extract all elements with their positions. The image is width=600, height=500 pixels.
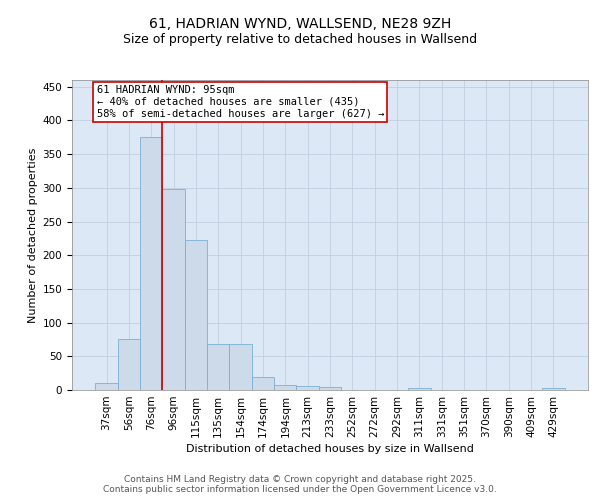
Bar: [207, 344, 229, 390]
Bar: [163, 189, 185, 390]
Bar: [95, 382, 118, 390]
Text: Size of property relative to detached houses in Wallsend: Size of property relative to detached ho…: [123, 32, 477, 46]
Bar: [252, 377, 274, 390]
Bar: [296, 386, 319, 390]
Text: 61, HADRIAN WYND, WALLSEND, NE28 9ZH: 61, HADRIAN WYND, WALLSEND, NE28 9ZH: [149, 18, 451, 32]
Bar: [140, 138, 163, 390]
Bar: [408, 388, 431, 390]
Bar: [319, 386, 341, 390]
Bar: [118, 340, 140, 390]
Bar: [229, 344, 252, 390]
Bar: [274, 386, 296, 390]
Bar: [542, 388, 565, 390]
X-axis label: Distribution of detached houses by size in Wallsend: Distribution of detached houses by size …: [186, 444, 474, 454]
Y-axis label: Number of detached properties: Number of detached properties: [28, 148, 38, 322]
Text: Contains HM Land Registry data © Crown copyright and database right 2025.
Contai: Contains HM Land Registry data © Crown c…: [103, 474, 497, 494]
Bar: [185, 240, 207, 390]
Text: 61 HADRIAN WYND: 95sqm
← 40% of detached houses are smaller (435)
58% of semi-de: 61 HADRIAN WYND: 95sqm ← 40% of detached…: [97, 86, 384, 118]
